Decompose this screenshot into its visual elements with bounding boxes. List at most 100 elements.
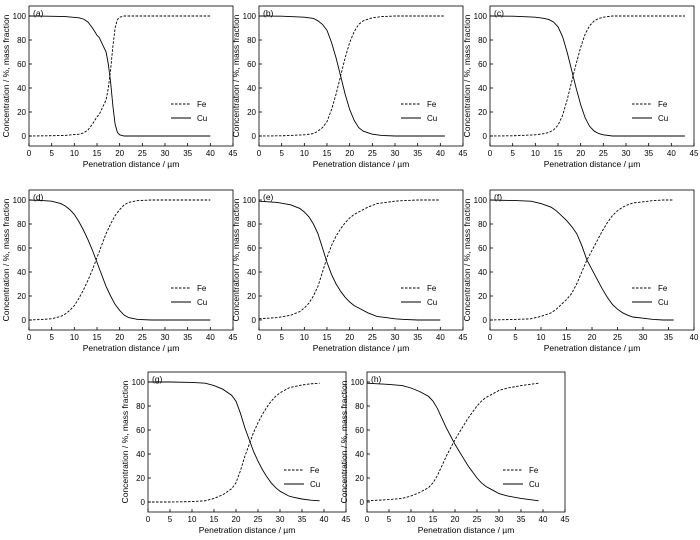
x-tick-label: 35 bbox=[298, 515, 307, 524]
legend-label-fe: Fe bbox=[197, 100, 207, 109]
y-tick-label: 80 bbox=[247, 220, 256, 229]
x-tick-label: 0 bbox=[488, 333, 493, 342]
panel-label: (f) bbox=[494, 192, 502, 202]
x-tick-label: 35 bbox=[183, 333, 192, 342]
x-tick-label: 35 bbox=[644, 149, 653, 158]
chart-panel-3: 0 5 10 15 20 25 30 35 40 45 0 20 40 60 80 100 Penetratio… bbox=[462, 5, 699, 169]
x-tick-label: 40 bbox=[436, 333, 445, 342]
y-tick-label: 60 bbox=[247, 60, 256, 69]
x-tick-label: 10 bbox=[407, 515, 416, 524]
plot-frame bbox=[258, 5, 464, 147]
series-line-cu bbox=[366, 382, 539, 502]
x-tick-label: 15 bbox=[210, 515, 219, 524]
x-tick-label: 45 bbox=[229, 149, 238, 158]
series-line-fe bbox=[258, 199, 441, 320]
y-axis-label: Concentration / %, mass fraction bbox=[339, 380, 349, 503]
plot-frame bbox=[28, 189, 234, 331]
x-axis-label: Penetration distance / µm bbox=[418, 525, 515, 535]
x-tick-label: 20 bbox=[345, 333, 354, 342]
y-tick-label: 0 bbox=[141, 498, 146, 507]
y-tick-label: 60 bbox=[17, 244, 26, 253]
chart-panel-5: 0 5 10 15 20 25 30 35 40 45 0 20 40 60 80 100 Penetratio… bbox=[231, 189, 468, 353]
legend-label-fe: Fe bbox=[427, 284, 437, 293]
x-tick-label: 45 bbox=[459, 333, 468, 342]
x-tick-label: 45 bbox=[229, 333, 238, 342]
panel-label: (c) bbox=[494, 8, 504, 18]
x-axis-label: Penetration distance / µm bbox=[313, 343, 410, 353]
y-tick-label: 100 bbox=[132, 378, 146, 387]
x-tick-label: 30 bbox=[622, 149, 631, 158]
plot-frame bbox=[489, 189, 695, 331]
series-line-fe bbox=[489, 199, 674, 321]
chart-panel-7: 0 5 10 15 20 25 30 35 40 45 0 20 40 60 80 100 Penetratio… bbox=[120, 371, 351, 535]
x-tick-label: 40 bbox=[667, 149, 676, 158]
series-line-cu bbox=[28, 199, 211, 321]
x-axis-label: Penetration distance / µm bbox=[544, 343, 641, 353]
x-axis-label: Penetration distance / µm bbox=[83, 159, 180, 169]
x-tick-label: 10 bbox=[70, 149, 79, 158]
x-axis-label: Penetration distance / µm bbox=[199, 525, 296, 535]
legend-label-fe: Fe bbox=[310, 466, 320, 475]
x-tick-label: 20 bbox=[588, 333, 597, 342]
x-tick-label: 5 bbox=[387, 515, 392, 524]
x-tick-label: 5 bbox=[279, 333, 284, 342]
x-tick-label: 35 bbox=[413, 333, 422, 342]
legend-label-fe: Fe bbox=[529, 466, 539, 475]
chart-panel-1: 0 5 10 15 20 25 30 35 40 45 0 20 40 60 80 100 Penetratio… bbox=[1, 5, 238, 169]
x-tick-label: 40 bbox=[436, 149, 445, 158]
x-tick-label: 0 bbox=[27, 149, 32, 158]
y-tick-label: 100 bbox=[13, 196, 27, 205]
x-tick-label: 25 bbox=[138, 333, 147, 342]
legend-label-cu: Cu bbox=[658, 298, 668, 307]
x-tick-label: 30 bbox=[391, 333, 400, 342]
series-line-cu bbox=[148, 381, 320, 502]
x-tick-label: 15 bbox=[323, 333, 332, 342]
series-line-fe bbox=[489, 15, 685, 137]
legend-label-fe: Fe bbox=[197, 284, 207, 293]
x-tick-label: 25 bbox=[599, 149, 608, 158]
series-line-cu bbox=[258, 15, 445, 137]
x-tick-label: 15 bbox=[93, 333, 102, 342]
y-tick-label: 80 bbox=[478, 36, 487, 45]
x-tick-label: 40 bbox=[206, 149, 215, 158]
x-tick-label: 5 bbox=[513, 333, 518, 342]
y-tick-label: 100 bbox=[474, 12, 488, 21]
legend-label-fe: Fe bbox=[658, 100, 668, 109]
x-tick-label: 0 bbox=[257, 149, 262, 158]
plot-frame bbox=[366, 371, 566, 513]
x-tick-label: 25 bbox=[138, 149, 147, 158]
x-tick-label: 0 bbox=[365, 515, 370, 524]
y-tick-label: 0 bbox=[483, 132, 488, 141]
x-tick-label: 10 bbox=[188, 515, 197, 524]
series-line-cu bbox=[489, 199, 674, 321]
y-tick-label: 0 bbox=[483, 316, 488, 325]
y-tick-label: 40 bbox=[478, 268, 487, 277]
series-line-cu bbox=[489, 15, 685, 137]
x-tick-label: 20 bbox=[232, 515, 241, 524]
x-tick-label: 30 bbox=[391, 149, 400, 158]
y-tick-label: 80 bbox=[478, 220, 487, 229]
x-tick-label: 30 bbox=[161, 149, 170, 158]
legend-label-cu: Cu bbox=[529, 480, 539, 489]
x-tick-label: 5 bbox=[49, 333, 54, 342]
x-axis-label: Penetration distance / µm bbox=[83, 343, 180, 353]
x-tick-label: 10 bbox=[70, 333, 79, 342]
x-tick-label: 45 bbox=[459, 149, 468, 158]
x-tick-label: 45 bbox=[561, 515, 570, 524]
y-tick-label: 40 bbox=[136, 450, 145, 459]
chart-panel-8: 0 5 10 15 20 25 30 35 40 45 0 20 40 60 80 100 Penetratio… bbox=[339, 371, 570, 535]
x-tick-label: 45 bbox=[342, 515, 351, 524]
x-tick-label: 5 bbox=[49, 149, 54, 158]
y-tick-label: 0 bbox=[22, 316, 27, 325]
y-tick-label: 20 bbox=[17, 108, 26, 117]
legend-label-cu: Cu bbox=[197, 298, 207, 307]
x-tick-label: 20 bbox=[451, 515, 460, 524]
x-tick-label: 0 bbox=[488, 149, 493, 158]
x-tick-label: 0 bbox=[257, 333, 262, 342]
y-tick-label: 100 bbox=[13, 12, 27, 21]
y-tick-label: 100 bbox=[243, 196, 257, 205]
y-tick-label: 40 bbox=[247, 268, 256, 277]
x-tick-label: 10 bbox=[300, 333, 309, 342]
y-tick-label: 60 bbox=[355, 426, 364, 435]
y-tick-label: 0 bbox=[22, 132, 27, 141]
